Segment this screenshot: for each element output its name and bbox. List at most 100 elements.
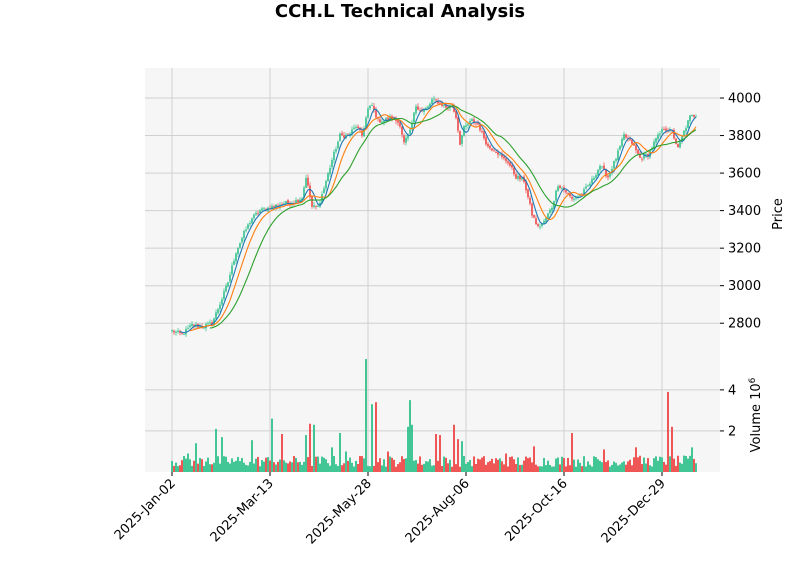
volume-bar [329,465,331,472]
volume-bar [615,462,617,472]
volume-bar [291,462,293,472]
candle-body [369,105,371,109]
volume-bar [171,460,173,472]
volume-bar [211,464,213,472]
volume-bar [435,434,437,472]
volume-bar [689,455,691,472]
candle-body [605,169,607,177]
volume-bar [617,465,619,472]
volume-bar [603,449,605,472]
candle-body [407,134,409,139]
volume-bar [203,466,205,472]
volume-bar [215,428,217,472]
volume-bar [517,457,519,472]
candle-body [477,122,479,125]
candle-body [591,178,593,184]
candle-body [251,218,253,224]
volume-bar [627,461,629,472]
candle-body [413,112,415,123]
volume-bar [183,455,185,472]
volume-bar [619,464,621,472]
volume-bar [549,464,551,472]
volume-bar [223,456,225,472]
volume-bar [407,426,409,472]
candle-body [623,134,625,140]
volume-bar [383,459,385,472]
volume-bar [665,464,667,472]
candle-body [355,127,357,128]
candle-body [331,160,333,168]
candle-body [503,156,505,159]
candle-body [375,110,377,118]
price-panel-background [145,68,720,357]
candle-body [257,212,259,214]
volume-bar [679,462,681,472]
volume-bar [621,462,623,472]
candle-body [323,188,325,194]
volume-bar [285,462,287,472]
volume-bar [399,462,401,472]
candle-body [683,130,685,136]
volume-bar [551,466,553,472]
volume-bar [471,466,473,472]
volume-bar [597,459,599,472]
volume-bar [683,455,685,472]
volume-bar [281,434,283,472]
candle-body [527,189,529,198]
volume-bar [305,435,307,472]
volume-bar [381,465,383,472]
volume-bar [187,453,189,472]
candle-body [217,309,219,314]
volume-bar [335,464,337,472]
candle-body [397,120,399,123]
candle-body [287,200,289,204]
volume-bar [293,456,295,472]
candle-body [417,106,419,110]
candle-body [489,145,491,149]
candle-body [295,200,297,203]
volume-bar [503,464,505,472]
candle-body [341,133,343,136]
candle-body [213,318,215,325]
volume-bar [219,463,221,472]
volume-bar [205,461,207,472]
volume-bar [343,463,345,472]
volume-bar [325,459,327,472]
candle-body [625,134,627,138]
candle-body [691,114,693,116]
volume-bar [477,458,479,472]
date-tick-label: 2025-Jan-02 [112,476,179,543]
candle-body [175,331,177,333]
candle-body [517,176,519,179]
candle-body [493,150,495,152]
candle-body [453,106,455,112]
volume-bar [195,443,197,472]
volume-bar [227,461,229,472]
volume-bar [221,437,223,472]
candle-body [653,141,655,149]
candle-body [627,137,629,139]
candle-body [609,172,611,177]
candle-body [535,218,537,225]
volume-bar [277,461,279,472]
volume-bar [245,464,247,472]
volume-bar [331,447,333,472]
candle-body [521,177,523,180]
volume-bar [539,466,541,472]
volume-bar [273,462,275,472]
candle-body [685,128,687,132]
volume-bar [289,461,291,472]
volume-bar [485,464,487,472]
volume-bar [217,456,219,472]
volume-bar [429,459,431,472]
volume-bar [473,456,475,472]
volume-bar [417,463,419,472]
candle-body [309,185,311,197]
candle-body [637,149,639,154]
candle-body [497,152,499,155]
candle-body [419,110,421,111]
candle-body [611,168,613,173]
volume-bar [283,460,285,472]
candle-body [531,203,533,216]
volume-bar [431,465,433,472]
